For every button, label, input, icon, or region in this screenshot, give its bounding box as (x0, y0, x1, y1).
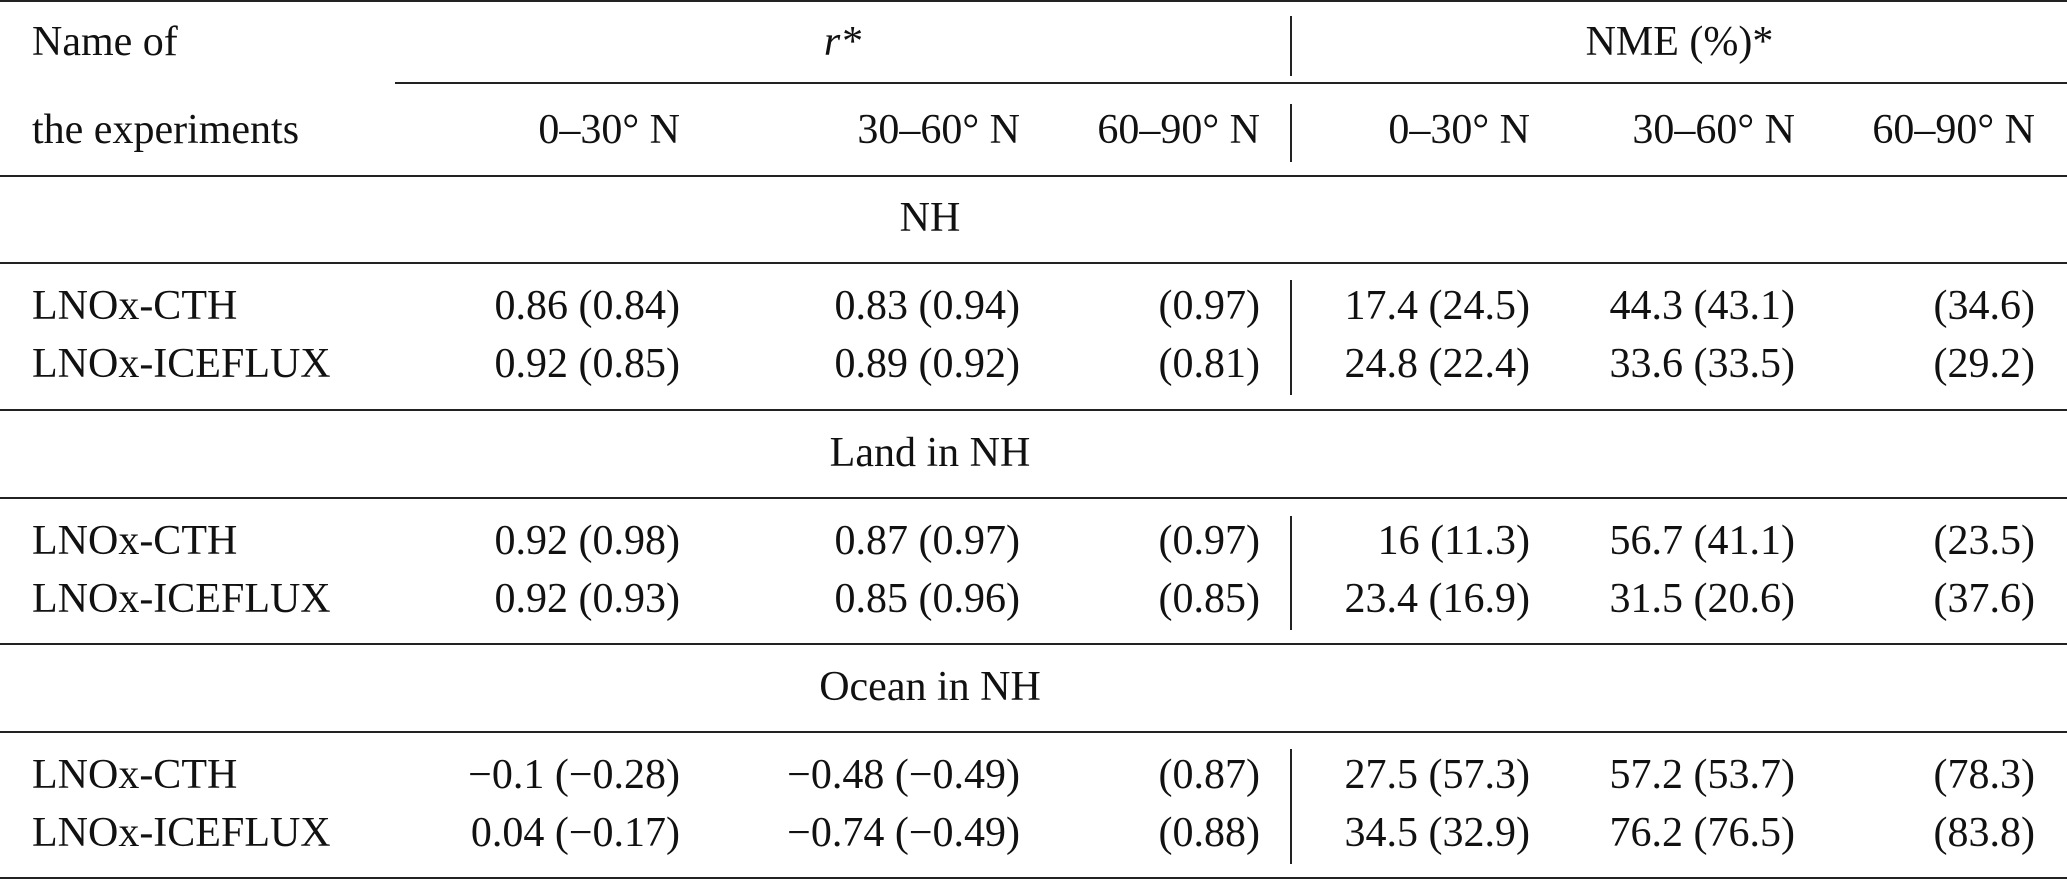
table-cell: (78.3) (1933, 752, 2035, 798)
table-cell: (83.8) (1933, 810, 2035, 856)
section-separator-2 (0, 643, 2067, 645)
vertical-divider (1290, 516, 1292, 630)
table-cell: 34.5 (32.9) (1344, 810, 1530, 856)
header-band: 0–30° N (538, 107, 680, 153)
row-name: LNOx-CTH (32, 283, 238, 329)
table-cell: 16 (11.3) (1377, 518, 1530, 564)
header-group-r: r* (823, 19, 862, 65)
section-title: Ocean in NH (819, 664, 1041, 710)
row-name: LNOx-CTH (32, 518, 238, 564)
table-cell: 23.4 (16.9) (1344, 576, 1530, 622)
row-name: LNOx-ICEFLUX (32, 810, 331, 856)
section-title: Land in NH (829, 430, 1031, 476)
table-cell: 0.86 (0.84) (494, 283, 680, 329)
table-cell: 0.04 (−0.17) (470, 810, 680, 856)
table-cell: (0.87) (1158, 752, 1260, 798)
table-cell: −0.1 (−0.28) (468, 752, 680, 798)
table-cell: (0.81) (1158, 341, 1260, 387)
table-cell: (37.6) (1933, 576, 2035, 622)
header-band: 60–90° N (1097, 107, 1260, 153)
section-rule-land (0, 497, 2067, 499)
header-band: 30–60° N (857, 107, 1020, 153)
table-cell: 0.89 (0.92) (834, 341, 1020, 387)
section-separator-1 (0, 409, 2067, 411)
table-cell: 57.2 (53.7) (1609, 752, 1795, 798)
table-cell: (0.85) (1158, 576, 1260, 622)
table-cell: (23.5) (1933, 518, 2035, 564)
vertical-divider (1290, 749, 1292, 864)
table-cell: 17.4 (24.5) (1344, 283, 1530, 329)
header-group-rule (395, 82, 2067, 84)
table-cell: 76.2 (76.5) (1609, 810, 1795, 856)
bottom-rule (0, 877, 2067, 879)
row-name: LNOx-ICEFLUX (32, 576, 331, 622)
header-name-line2: the experiments (32, 107, 300, 153)
table-cell: 0.87 (0.97) (834, 518, 1020, 564)
table-cell: 31.5 (20.6) (1609, 576, 1795, 622)
header-bottom-rule (0, 175, 2067, 177)
table-cell: 44.3 (43.1) (1609, 283, 1795, 329)
table-cell: −0.74 (−0.49) (787, 810, 1020, 856)
table-cell: 33.6 (33.5) (1609, 341, 1795, 387)
table-cell: 0.83 (0.94) (834, 283, 1020, 329)
header-band: 60–90° N (1872, 107, 2035, 153)
table-cell: (0.88) (1158, 810, 1260, 856)
table-cell: 0.92 (0.85) (494, 341, 680, 387)
vertical-divider (1290, 104, 1292, 162)
table-cell: (34.6) (1933, 283, 2035, 329)
table-cell: (0.97) (1158, 518, 1260, 564)
section-rule-nh (0, 262, 2067, 264)
table-cell: 24.8 (22.4) (1344, 341, 1530, 387)
vertical-divider (1290, 280, 1292, 395)
top-rule (0, 0, 2067, 2)
header-band: 0–30° N (1388, 107, 1530, 153)
table-cell: 27.5 (57.3) (1344, 752, 1530, 798)
table-cell: (29.2) (1933, 341, 2035, 387)
table-cell: 56.7 (41.1) (1609, 518, 1795, 564)
row-name: LNOx-ICEFLUX (32, 341, 331, 387)
table-cell: −0.48 (−0.49) (787, 752, 1020, 798)
header-band: 30–60° N (1632, 107, 1795, 153)
vertical-divider (1290, 16, 1292, 76)
table-cell: 0.85 (0.96) (834, 576, 1020, 622)
table-cell: (0.97) (1158, 283, 1260, 329)
row-name: LNOx-CTH (32, 752, 238, 798)
section-rule-ocean (0, 731, 2067, 733)
header-name-line1: Name of (32, 19, 178, 65)
table-cell: 0.92 (0.93) (494, 576, 680, 622)
table-cell: 0.92 (0.98) (494, 518, 680, 564)
header-group-nme: NME (%)* (1585, 19, 1774, 65)
section-title: NH (899, 195, 961, 241)
